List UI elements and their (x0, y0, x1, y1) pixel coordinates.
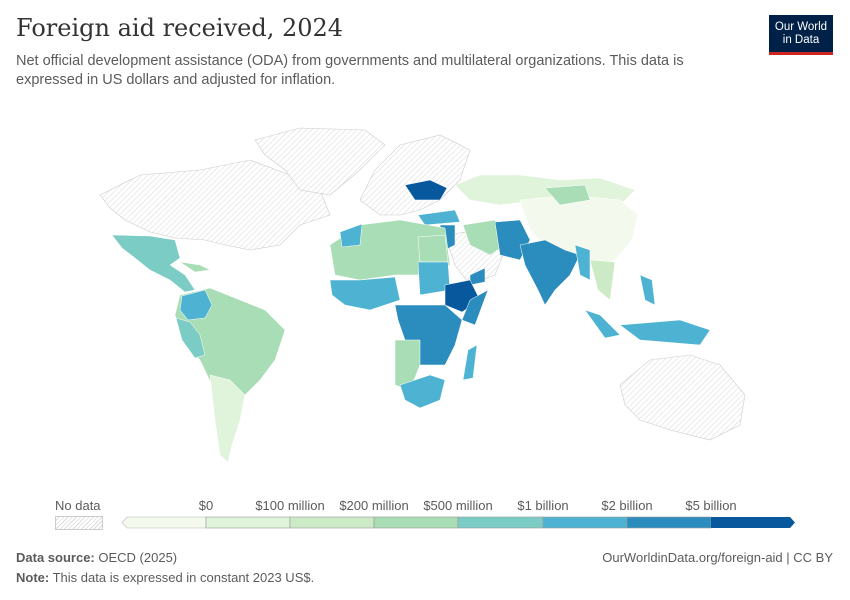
country-australia[interactable] (619, 354, 746, 441)
legend-bin-4 (457, 516, 544, 529)
region-greenland[interactable] (254, 127, 386, 196)
legend-bin-3 (373, 516, 459, 529)
legend-label-2: $200 million (339, 498, 409, 513)
note-text: This data is expressed in constant 2023 … (52, 570, 315, 585)
country-iran[interactable] (462, 219, 506, 256)
country-india[interactable] (519, 239, 581, 306)
region-caribbean[interactable] (179, 261, 211, 273)
country-madagascar[interactable] (462, 344, 478, 381)
legend-label-6: $5 billion (685, 498, 737, 513)
country-ukraine[interactable] (404, 179, 448, 201)
legend-bin-6 (626, 516, 712, 529)
legend-bin-2 (289, 516, 375, 529)
country-philippines[interactable] (639, 274, 656, 306)
region-southern-cone[interactable] (209, 374, 246, 463)
legend-bin-1 (205, 516, 291, 529)
country-mongolia[interactable] (544, 184, 591, 206)
country-egypt[interactable] (417, 234, 449, 263)
legend-label-5: $2 billion (601, 498, 653, 513)
country-indonesia[interactable] (584, 309, 711, 346)
source-value: OECD (2025) (98, 550, 178, 565)
country-somalia[interactable] (461, 289, 489, 326)
legend-bin-7 (711, 517, 795, 528)
legend-bin-5 (542, 516, 628, 529)
legend-no-data-label: No data (55, 498, 101, 513)
legend-label-0: $0 (198, 498, 214, 513)
chart-title: Foreign aid received, 2024 (16, 14, 344, 42)
source-label: Data source: (16, 550, 95, 565)
legend-color-bar (121, 516, 795, 529)
country-peru[interactable] (175, 317, 206, 359)
legend-no-data-swatch (55, 516, 103, 530)
owid-logo[interactable]: Our World in Data (769, 15, 833, 55)
note: Note: This data is expressed in constant… (16, 570, 314, 585)
country-colombia[interactable] (179, 289, 213, 321)
legend-label-4: $1 billion (517, 498, 569, 513)
legend-label-3: $500 million (423, 498, 493, 513)
region-north-america[interactable] (99, 159, 331, 251)
country-morocco[interactable] (339, 223, 363, 248)
note-label: Note: (16, 570, 50, 585)
region-west-africa[interactable] (329, 276, 401, 311)
data-source: Data source: OECD (2025) (16, 550, 177, 565)
country-turkey[interactable] (417, 209, 461, 226)
country-myanmar[interactable] (574, 244, 591, 281)
region-southeast-asia[interactable] (589, 259, 616, 301)
country-china[interactable] (519, 194, 639, 269)
country-angola[interactable] (394, 339, 421, 391)
legend-bin-below (121, 516, 207, 529)
region-mexico-central-america[interactable] (111, 234, 196, 293)
source-url-link[interactable]: OurWorldinData.org/foreign-aid | CC BY (602, 550, 833, 565)
chart-subtitle: Net official development assistance (ODA… (16, 53, 684, 88)
legend-label-1: $100 million (255, 498, 325, 513)
country-south-africa[interactable] (399, 374, 446, 409)
